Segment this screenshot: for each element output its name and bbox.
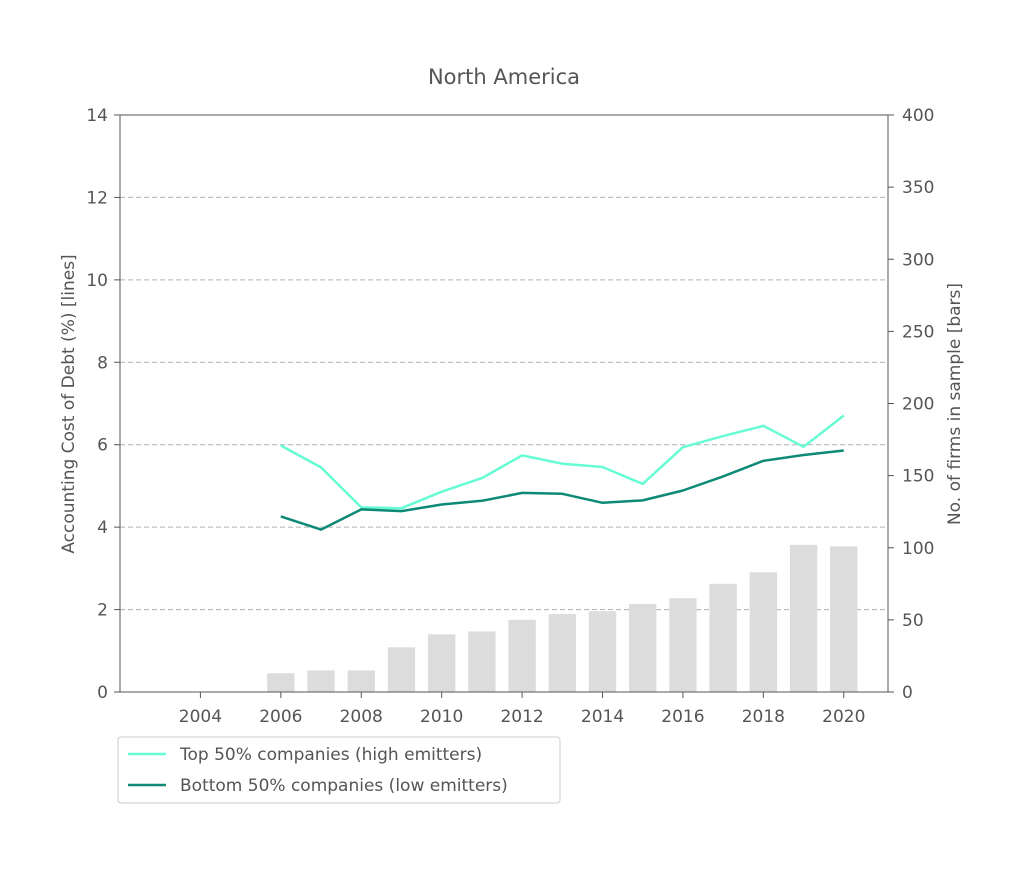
y-axis-right-label: No. of firms in sample [bars] [945, 283, 965, 525]
y-right-tick-label: 300 [902, 250, 934, 270]
y-left-tick-label: 2 [97, 601, 108, 621]
x-tick-label: 2010 [420, 707, 463, 727]
y-left-tick-label: 6 [97, 436, 108, 456]
x-tick-label: 2016 [661, 707, 704, 727]
bar-2008 [347, 670, 375, 692]
y-right-tick-label: 0 [902, 683, 913, 703]
bar-2007 [307, 670, 335, 692]
y-left-tick-label: 8 [97, 353, 108, 373]
bar-2018 [749, 572, 778, 692]
bar-2020 [830, 546, 858, 692]
legend-frame [117, 736, 561, 804]
bar-series [267, 544, 858, 692]
x-tick-label: 2008 [340, 707, 383, 727]
x-tick-label: 2006 [259, 707, 302, 727]
y-axis-left: 0 2 4 6 8 10 12 14 [86, 106, 120, 703]
y-right-tick-label: 150 [902, 467, 934, 487]
y-left-tick-label: 4 [97, 518, 108, 538]
y-right-tick-label: 200 [902, 395, 934, 415]
x-axis: 2004 2006 2008 2010 2012 2014 2016 2018 2020 [179, 692, 865, 727]
gridlines [120, 196, 888, 611]
y-right-tick-label: 100 [902, 539, 934, 559]
y-left-tick-label: 12 [86, 188, 108, 208]
legend: Top 50% companies (high emitters) Bottom… [117, 736, 561, 804]
bar-2013 [548, 614, 576, 692]
y-right-tick-label: 250 [902, 322, 934, 342]
y-axis-left-label: Accounting Cost of Debt (%) [lines] [59, 254, 79, 553]
bar-2009 [387, 647, 416, 692]
legend-label-bottom: Bottom 50% companies (low emitters) [180, 776, 508, 796]
y-right-tick-label: 50 [902, 611, 924, 631]
series-line-top [280, 414, 845, 510]
x-tick-label: 2004 [179, 707, 222, 727]
bar-2010 [428, 634, 456, 692]
bar-2015 [629, 604, 657, 692]
y-left-tick-label: 14 [86, 106, 108, 126]
y-axis-right: 0 50 100 150 200 250 300 350 400 [888, 106, 934, 703]
y-left-tick-label: 0 [97, 683, 108, 703]
x-tick-label: 2012 [500, 707, 543, 727]
x-tick-label: 2014 [581, 707, 624, 727]
bar-2012 [508, 619, 536, 692]
line-series [280, 414, 845, 531]
legend-label-top: Top 50% companies (high emitters) [179, 745, 482, 765]
y-right-tick-label: 350 [902, 178, 934, 198]
bar-2006 [267, 673, 295, 692]
bar-2014 [588, 611, 617, 692]
bar-2017 [709, 583, 737, 692]
bar-2019 [789, 544, 818, 692]
x-tick-label: 2020 [822, 707, 865, 727]
bar-2011 [468, 631, 496, 692]
chart-title: North America [428, 65, 580, 89]
x-tick-label: 2018 [742, 707, 785, 727]
y-right-tick-label: 400 [902, 106, 934, 126]
series-line-bottom [280, 449, 844, 531]
bar-2016 [669, 598, 697, 692]
y-left-tick-label: 10 [86, 271, 108, 291]
